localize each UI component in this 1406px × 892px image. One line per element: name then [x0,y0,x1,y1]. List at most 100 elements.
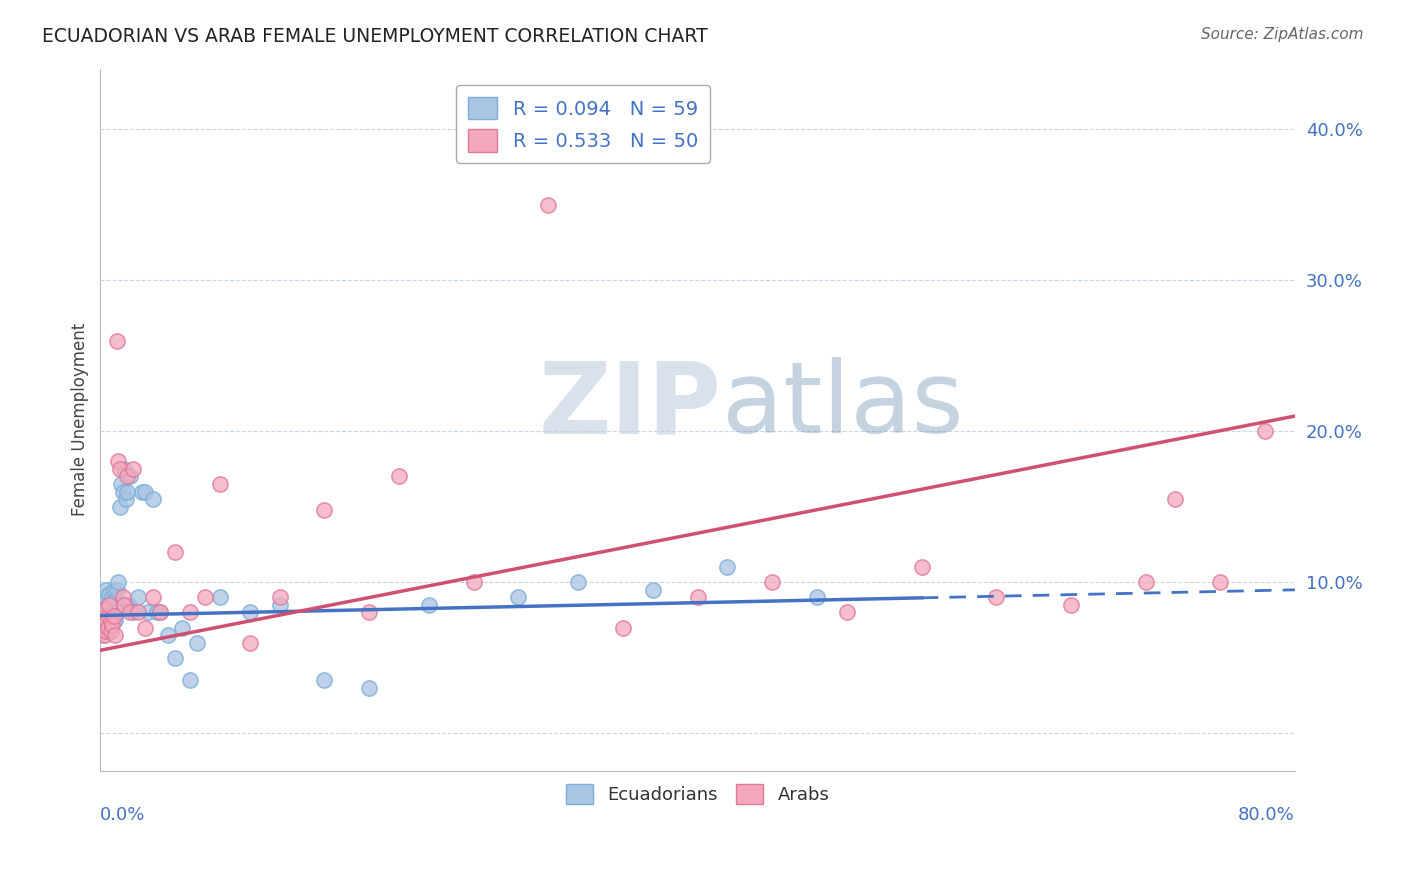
Point [136,606,159,620]
Point [115,469,138,483]
Point [101,608,124,623]
Point [134,621,156,635]
Text: ZIP: ZIP [538,358,721,454]
Point [122,606,145,620]
Point [134,484,156,499]
Point [149,606,172,620]
Point [105,334,128,348]
Point [96,617,118,632]
Point [508,591,530,605]
Point [107,454,129,468]
Point [91,628,114,642]
Point [94,613,117,627]
Text: 0.0%: 0.0% [100,806,146,824]
Point [100,613,122,627]
Point [91,606,114,620]
Point [120,606,142,620]
Point [107,575,129,590]
Point [359,681,381,695]
Point [239,606,262,620]
Point [112,598,135,612]
Point [90,606,112,620]
Point [108,462,131,476]
Point [96,624,118,638]
Point [91,598,114,612]
Point [112,462,135,476]
Point [910,560,932,574]
Point [163,545,186,559]
Point [96,606,118,620]
Point [111,591,134,605]
Point [806,591,828,605]
Point [761,575,783,590]
Point [1209,575,1232,590]
Point [97,608,120,623]
Point [101,617,124,632]
Point [194,591,217,605]
Point [103,582,125,597]
Point [388,469,411,483]
Point [314,673,336,688]
Point [100,617,122,632]
Point [172,621,194,635]
Point [103,608,125,623]
Y-axis label: Female Unemployment: Female Unemployment [72,323,89,516]
Text: Source: ZipAtlas.com: Source: ZipAtlas.com [1201,27,1364,42]
Point [269,591,291,605]
Point [208,477,231,491]
Point [98,587,121,601]
Point [716,560,738,574]
Point [97,621,120,635]
Point [103,613,125,627]
Point [110,477,132,491]
Point [127,591,149,605]
Point [98,608,121,623]
Point [179,606,201,620]
Point [314,502,336,516]
Point [94,602,117,616]
Point [179,673,201,688]
Point [97,608,120,623]
Point [208,591,231,605]
Legend: Ecuadorians, Arabs: Ecuadorians, Arabs [558,777,837,812]
Point [612,621,634,635]
Point [118,598,141,612]
Point [90,613,112,627]
Point [94,624,117,638]
Point [186,636,208,650]
Point [1135,575,1157,590]
Point [90,624,112,638]
Point [1254,424,1277,438]
Point [156,628,179,642]
Point [418,598,440,612]
Point [114,492,136,507]
Text: atlas: atlas [721,358,963,454]
Point [115,484,138,499]
Point [149,606,172,620]
Point [94,628,117,642]
Point [146,606,169,620]
Point [91,617,114,632]
Point [463,575,485,590]
Point [97,624,120,638]
Text: 80.0%: 80.0% [1239,806,1295,824]
Point [537,197,560,211]
Point [131,484,153,499]
Point [105,606,128,620]
Point [98,598,121,612]
Point [104,593,127,607]
Point [163,650,186,665]
Point [686,591,709,605]
Point [567,575,589,590]
Point [122,462,145,476]
Point [111,484,134,499]
Point [239,636,262,650]
Point [120,469,142,483]
Point [96,613,118,627]
Point [101,591,124,605]
Point [105,582,128,597]
Point [96,582,118,597]
Point [127,606,149,620]
Point [90,613,112,627]
Point [97,598,120,612]
